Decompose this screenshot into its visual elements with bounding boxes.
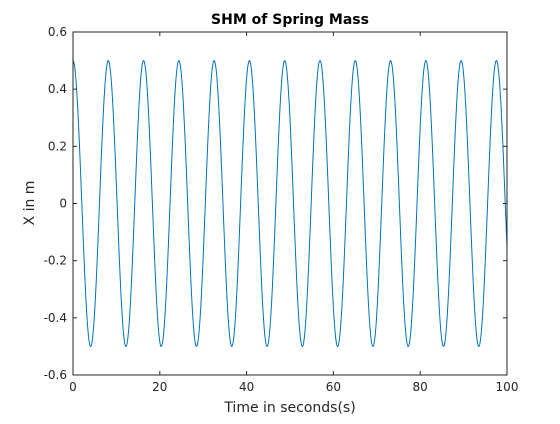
y-tick-label: 0.2 <box>48 139 67 153</box>
y-ticks: 0.6 0.4 0.2 0 -0.2 -0.4 -0.6 <box>44 25 507 382</box>
y-axis-label: X in m <box>22 181 38 226</box>
plot-area <box>73 32 507 375</box>
y-tick-label: 0.6 <box>48 25 67 39</box>
x-tick-label: 80 <box>413 380 428 394</box>
x-ticks: 0 20 40 60 80 100 <box>69 32 518 394</box>
x-axis-label: Time in seconds(s) <box>223 400 355 416</box>
y-tick-label: 0 <box>59 197 67 211</box>
x-tick-label: 60 <box>326 380 341 394</box>
x-tick-label: 20 <box>152 380 167 394</box>
y-tick-label: -0.4 <box>44 311 67 325</box>
y-tick-label: 0.4 <box>48 82 67 96</box>
curve-layer <box>72 60 508 347</box>
x-tick-label: 40 <box>239 380 254 394</box>
y-tick-label: -0.6 <box>44 368 67 382</box>
x-tick-label: 100 <box>496 380 519 394</box>
series-line <box>72 60 508 347</box>
y-tick-label: -0.2 <box>44 254 67 268</box>
x-tick-label: 0 <box>69 380 77 394</box>
chart-title: SHM of Spring Mass <box>211 12 369 28</box>
